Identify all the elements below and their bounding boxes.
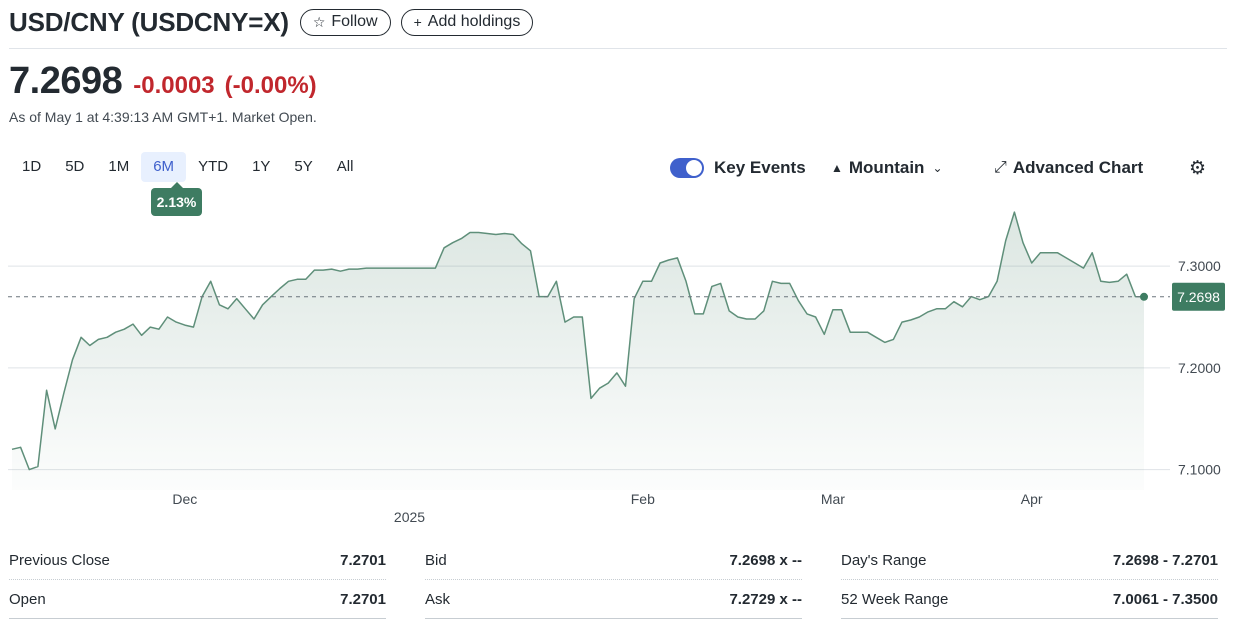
divider bbox=[9, 48, 1227, 49]
add-holdings-button[interactable]: + Add holdings bbox=[400, 8, 534, 36]
stat-ask: Ask 7.2729 x -- bbox=[425, 580, 802, 619]
last-point-marker bbox=[1140, 292, 1148, 301]
period-return-badge: 2.13% bbox=[151, 182, 202, 216]
range-selector: 1D 5D 1M 6M YTD 1Y 5Y All bbox=[10, 152, 365, 182]
range-5y[interactable]: 5Y bbox=[294, 158, 313, 175]
plus-icon: + bbox=[413, 14, 422, 30]
range-5d[interactable]: 5D bbox=[65, 158, 85, 175]
range-all[interactable]: All bbox=[336, 158, 354, 175]
chart-type-dropdown[interactable]: ▲ Mountain ⌄ bbox=[831, 155, 943, 181]
y-tick-label: 7.3000 bbox=[1178, 258, 1221, 274]
price-tag-label: 7.2698 bbox=[1177, 289, 1220, 305]
y-tick-label: 7.1000 bbox=[1178, 462, 1221, 478]
toggle-switch[interactable] bbox=[670, 158, 704, 178]
chart-type-label: Mountain bbox=[848, 158, 925, 177]
as-of-timestamp: As of May 1 at 4:39:13 AM GMT+1. Market … bbox=[9, 109, 317, 125]
last-price: 7.2698 bbox=[9, 60, 123, 102]
star-icon: ☆ bbox=[312, 13, 326, 30]
price-change: -0.0003 bbox=[133, 72, 215, 99]
key-events-toggle[interactable]: Key Events bbox=[670, 155, 806, 181]
settings-button[interactable]: ⚙ bbox=[1189, 155, 1206, 181]
x-tick-label: Feb bbox=[631, 491, 655, 507]
range-1y[interactable]: 1Y bbox=[252, 158, 271, 175]
range-1m[interactable]: 1M bbox=[108, 158, 130, 175]
stat-52-week-range: 52 Week Range 7.0061 - 7.3500 bbox=[841, 580, 1218, 619]
quote-row: 7.2698 -0.0003 (-0.00%) bbox=[9, 60, 317, 103]
quote-stats: Previous Close 7.2701 Bid 7.2698 x -- Day'… bbox=[9, 541, 1218, 619]
mountain-icon: ▲ bbox=[831, 161, 843, 175]
range-1d[interactable]: 1D bbox=[22, 158, 42, 175]
y-tick-label: 7.2000 bbox=[1178, 360, 1221, 376]
header: USD/CNY (USDCNY=X) ☆ Follow + Add holdin… bbox=[9, 5, 534, 39]
stat-days-range: Day's Range 7.2698 - 7.2701 bbox=[841, 541, 1218, 580]
range-ytd[interactable]: YTD bbox=[198, 158, 229, 175]
x-tick-label: Mar bbox=[821, 491, 845, 507]
price-chart[interactable]: 7.3000 7.2000 7.1000 7.2698 Dec Feb Mar Apr 2025 bbox=[0, 190, 1238, 535]
advanced-chart-button[interactable]: ⤢ Advanced Chart bbox=[994, 155, 1143, 181]
stat-previous-close: Previous Close 7.2701 bbox=[9, 541, 386, 580]
add-holdings-label: Add holdings bbox=[427, 13, 521, 30]
x-tick-label: Dec bbox=[172, 491, 197, 507]
page-title: USD/CNY (USDCNY=X) bbox=[9, 6, 289, 37]
stat-bid: Bid 7.2698 x -- bbox=[425, 541, 802, 580]
gear-icon: ⚙ bbox=[1189, 157, 1207, 179]
expand-icon: ⤢ bbox=[994, 159, 1007, 176]
price-tag bbox=[1172, 282, 1225, 311]
x-year-label: 2025 bbox=[394, 509, 425, 525]
x-tick-label: Apr bbox=[1021, 491, 1043, 507]
advanced-chart-label: Advanced Chart bbox=[1012, 158, 1144, 177]
follow-button[interactable]: ☆ Follow bbox=[299, 8, 391, 36]
price-change-percent: (-0.00%) bbox=[224, 72, 317, 99]
stat-open: Open 7.2701 bbox=[9, 580, 386, 619]
range-6m[interactable]: 6M bbox=[141, 152, 187, 182]
area-fill bbox=[12, 212, 1144, 490]
key-events-label: Key Events bbox=[714, 158, 806, 177]
follow-label: Follow bbox=[331, 13, 378, 30]
price-line bbox=[11, 211, 1145, 471]
chevron-down-icon: ⌄ bbox=[932, 161, 943, 175]
